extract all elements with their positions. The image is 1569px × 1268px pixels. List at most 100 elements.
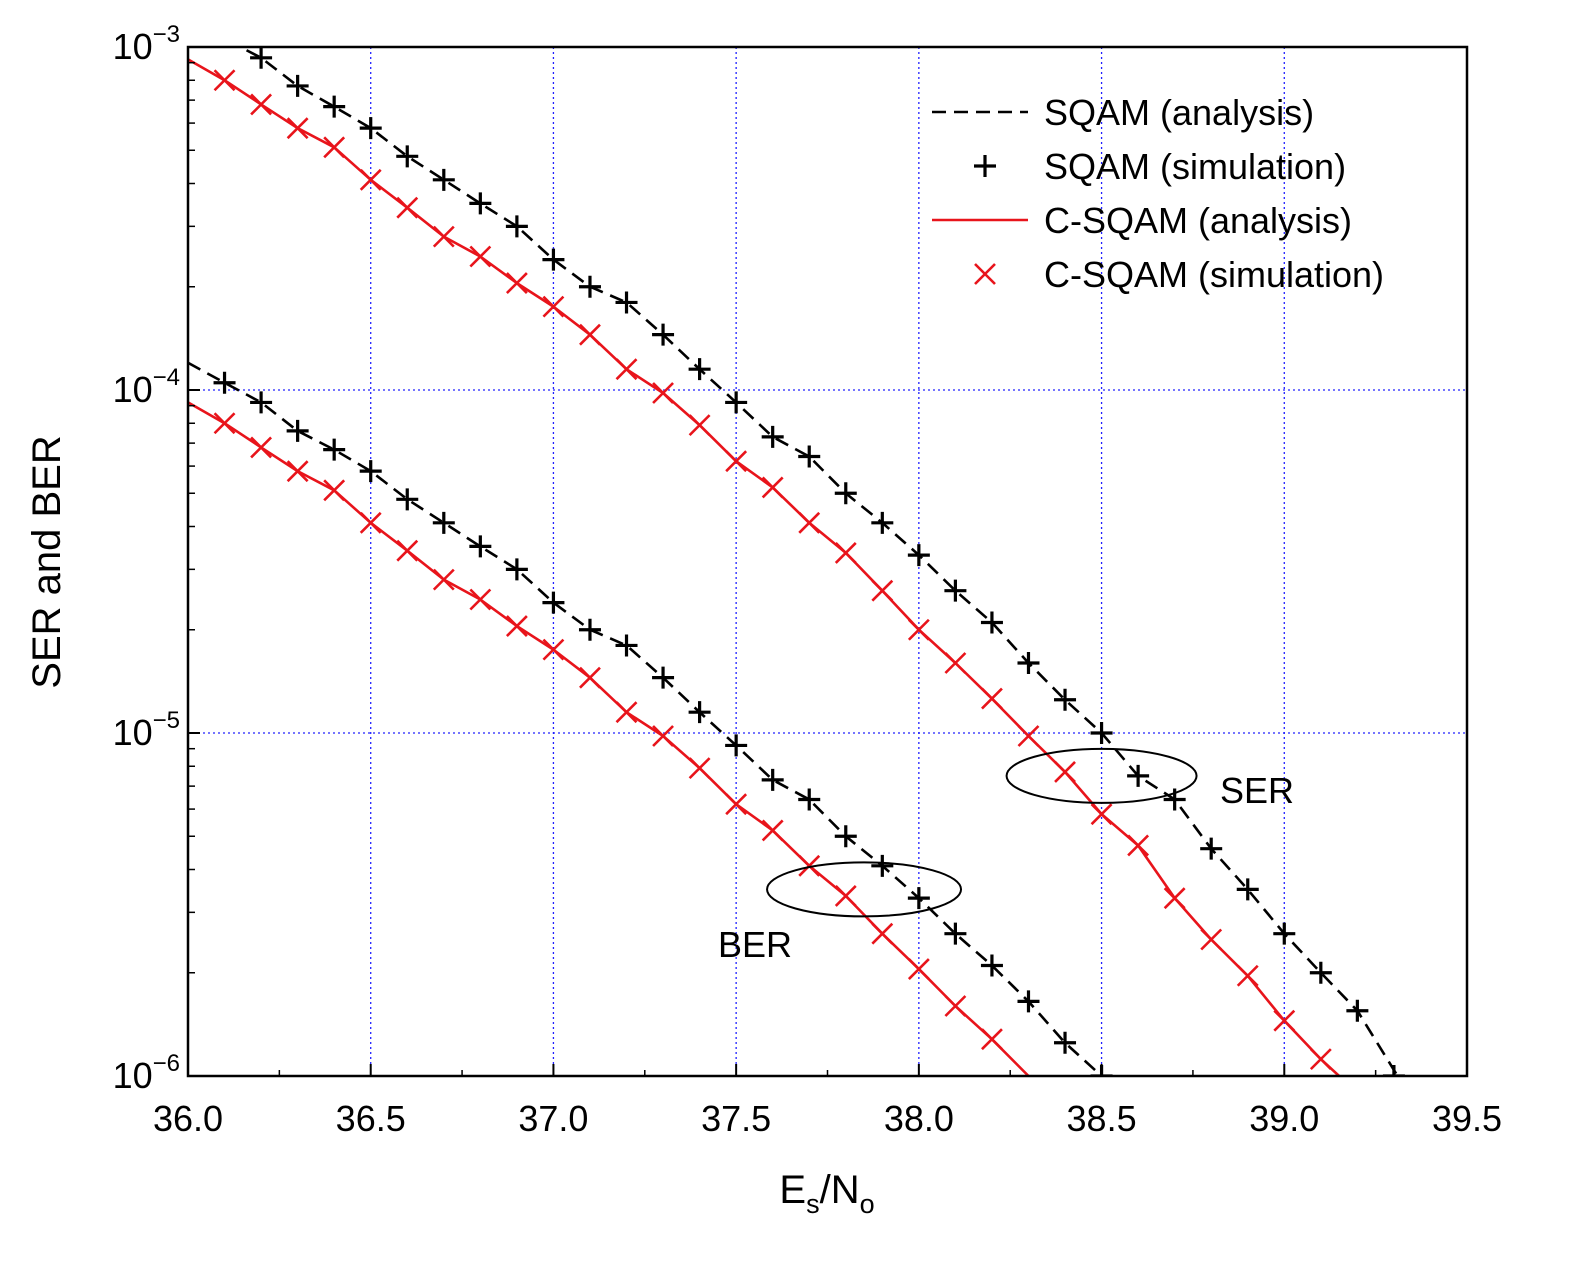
legend-label: C-SQAM (analysis) <box>1044 200 1352 241</box>
x-marker <box>907 958 930 980</box>
ber-ellipse <box>766 861 963 918</box>
x-marker <box>1054 761 1076 783</box>
annotations: SER BER <box>718 747 1294 965</box>
x-tick-label: 39.5 <box>1432 1098 1502 1139</box>
plus-marker <box>250 47 273 69</box>
plus-marker <box>761 425 784 448</box>
plus-marker <box>871 854 894 877</box>
plus-marker <box>834 825 857 848</box>
plus-marker <box>1163 788 1186 811</box>
plus-marker <box>286 74 309 97</box>
x-tick-label: 39.0 <box>1249 1098 1319 1139</box>
legend-entry-sqam-analysis: SQAM (analysis) <box>932 92 1314 133</box>
plus-marker <box>578 618 601 641</box>
plus-marker <box>505 215 528 238</box>
x-marker <box>579 323 601 346</box>
legend-entry-c-sqam-simulation: C-SQAM (simulation) <box>974 254 1384 295</box>
x-marker <box>1090 803 1113 826</box>
x-marker <box>250 436 273 459</box>
plus-marker <box>396 145 419 168</box>
x-marker <box>542 638 565 661</box>
plus-marker <box>1346 999 1369 1022</box>
x-marker <box>944 995 967 1017</box>
plus-marker <box>944 579 967 602</box>
plus-marker <box>980 954 1003 977</box>
series-c-sqam-ser-simulation <box>213 69 1332 1071</box>
x-marker <box>1309 1048 1332 1071</box>
plus-marker <box>1127 764 1150 787</box>
x-axis-label-mid: /N <box>820 1168 860 1212</box>
plus-marker <box>359 460 382 483</box>
y-axis-label: SER and BER <box>25 435 69 688</box>
plus-marker <box>396 488 419 511</box>
x-tick-label: 36.0 <box>153 1098 223 1139</box>
x-marker <box>286 460 309 483</box>
plus-marker <box>469 535 492 558</box>
x-axis-label-sub2: o <box>860 1189 875 1219</box>
x-marker <box>213 69 236 92</box>
plus-marker <box>1017 651 1040 674</box>
legend-swatch <box>974 155 996 177</box>
plus-marker <box>652 666 675 689</box>
x-marker <box>1017 725 1040 747</box>
y-tick-label: 10−5 <box>113 707 180 753</box>
plus-marker <box>1236 878 1259 901</box>
legend-label: C-SQAM (simulation) <box>1044 254 1384 295</box>
x-marker <box>323 136 346 159</box>
plus-marker <box>944 922 967 945</box>
legend-label: SQAM (analysis) <box>1044 92 1314 133</box>
x-marker <box>1273 1009 1296 1032</box>
x-marker <box>359 168 382 191</box>
plus-marker <box>286 419 309 442</box>
plus-marker <box>542 248 565 271</box>
x-marker <box>323 479 346 502</box>
axes: 36.0 36.5 37.0 37.5 38.0 38.5 39.0 39.5 10−3 10−4… <box>113 21 1502 1139</box>
x-marker <box>505 615 528 637</box>
plus-marker <box>980 611 1003 634</box>
plus-marker <box>725 734 748 757</box>
y-tick-label: 10−3 <box>113 21 180 67</box>
plus-marker <box>834 482 857 505</box>
legend-entry-sqam-simulation: SQAM (simulation) <box>974 146 1346 187</box>
x-marker <box>798 854 821 877</box>
plus-marker <box>1090 722 1113 744</box>
plus-marker <box>1273 922 1296 945</box>
series-sqam-ber-simulation <box>213 371 1113 1076</box>
series-sqam-ser-analysis <box>237 47 1399 1076</box>
plus-marker <box>505 558 528 581</box>
legend-swatch <box>974 263 996 285</box>
plus-marker <box>725 391 748 414</box>
plus-marker <box>798 788 821 811</box>
x-marker <box>615 358 638 381</box>
x-marker <box>688 414 711 437</box>
plus-marker <box>1017 990 1040 1013</box>
series-line <box>188 401 1030 1076</box>
x-marker <box>250 93 273 116</box>
plus-marker <box>1200 837 1223 860</box>
plus-marker <box>1309 961 1332 984</box>
x-marker <box>725 793 748 816</box>
plus-marker <box>761 768 784 791</box>
ser-annotation-label: SER <box>1220 770 1294 811</box>
x-marker <box>505 272 528 294</box>
x-marker <box>981 1028 1003 1051</box>
x-axis-label: Es/No <box>779 1168 874 1219</box>
x-marker <box>1236 964 1259 987</box>
x-axis-label-sub1: s <box>806 1189 820 1219</box>
plus-marker <box>323 95 346 118</box>
series-c-sqam-ber-simulation <box>213 412 1003 1051</box>
y-tick-label: 10−4 <box>113 364 180 410</box>
x-marker <box>834 541 857 564</box>
x-marker <box>871 579 894 602</box>
plus-marker <box>688 701 711 724</box>
x-marker <box>615 701 638 724</box>
y-tick-label: 10−6 <box>113 1050 180 1096</box>
plus-marker <box>907 544 930 567</box>
x-marker <box>542 295 565 318</box>
x-tick-label: 36.5 <box>336 1098 406 1139</box>
plus-marker <box>688 358 711 381</box>
plus-marker <box>1054 1031 1077 1054</box>
x-tick-label: 38.5 <box>1067 1098 1137 1139</box>
x-tick-label: 38.0 <box>884 1098 954 1139</box>
